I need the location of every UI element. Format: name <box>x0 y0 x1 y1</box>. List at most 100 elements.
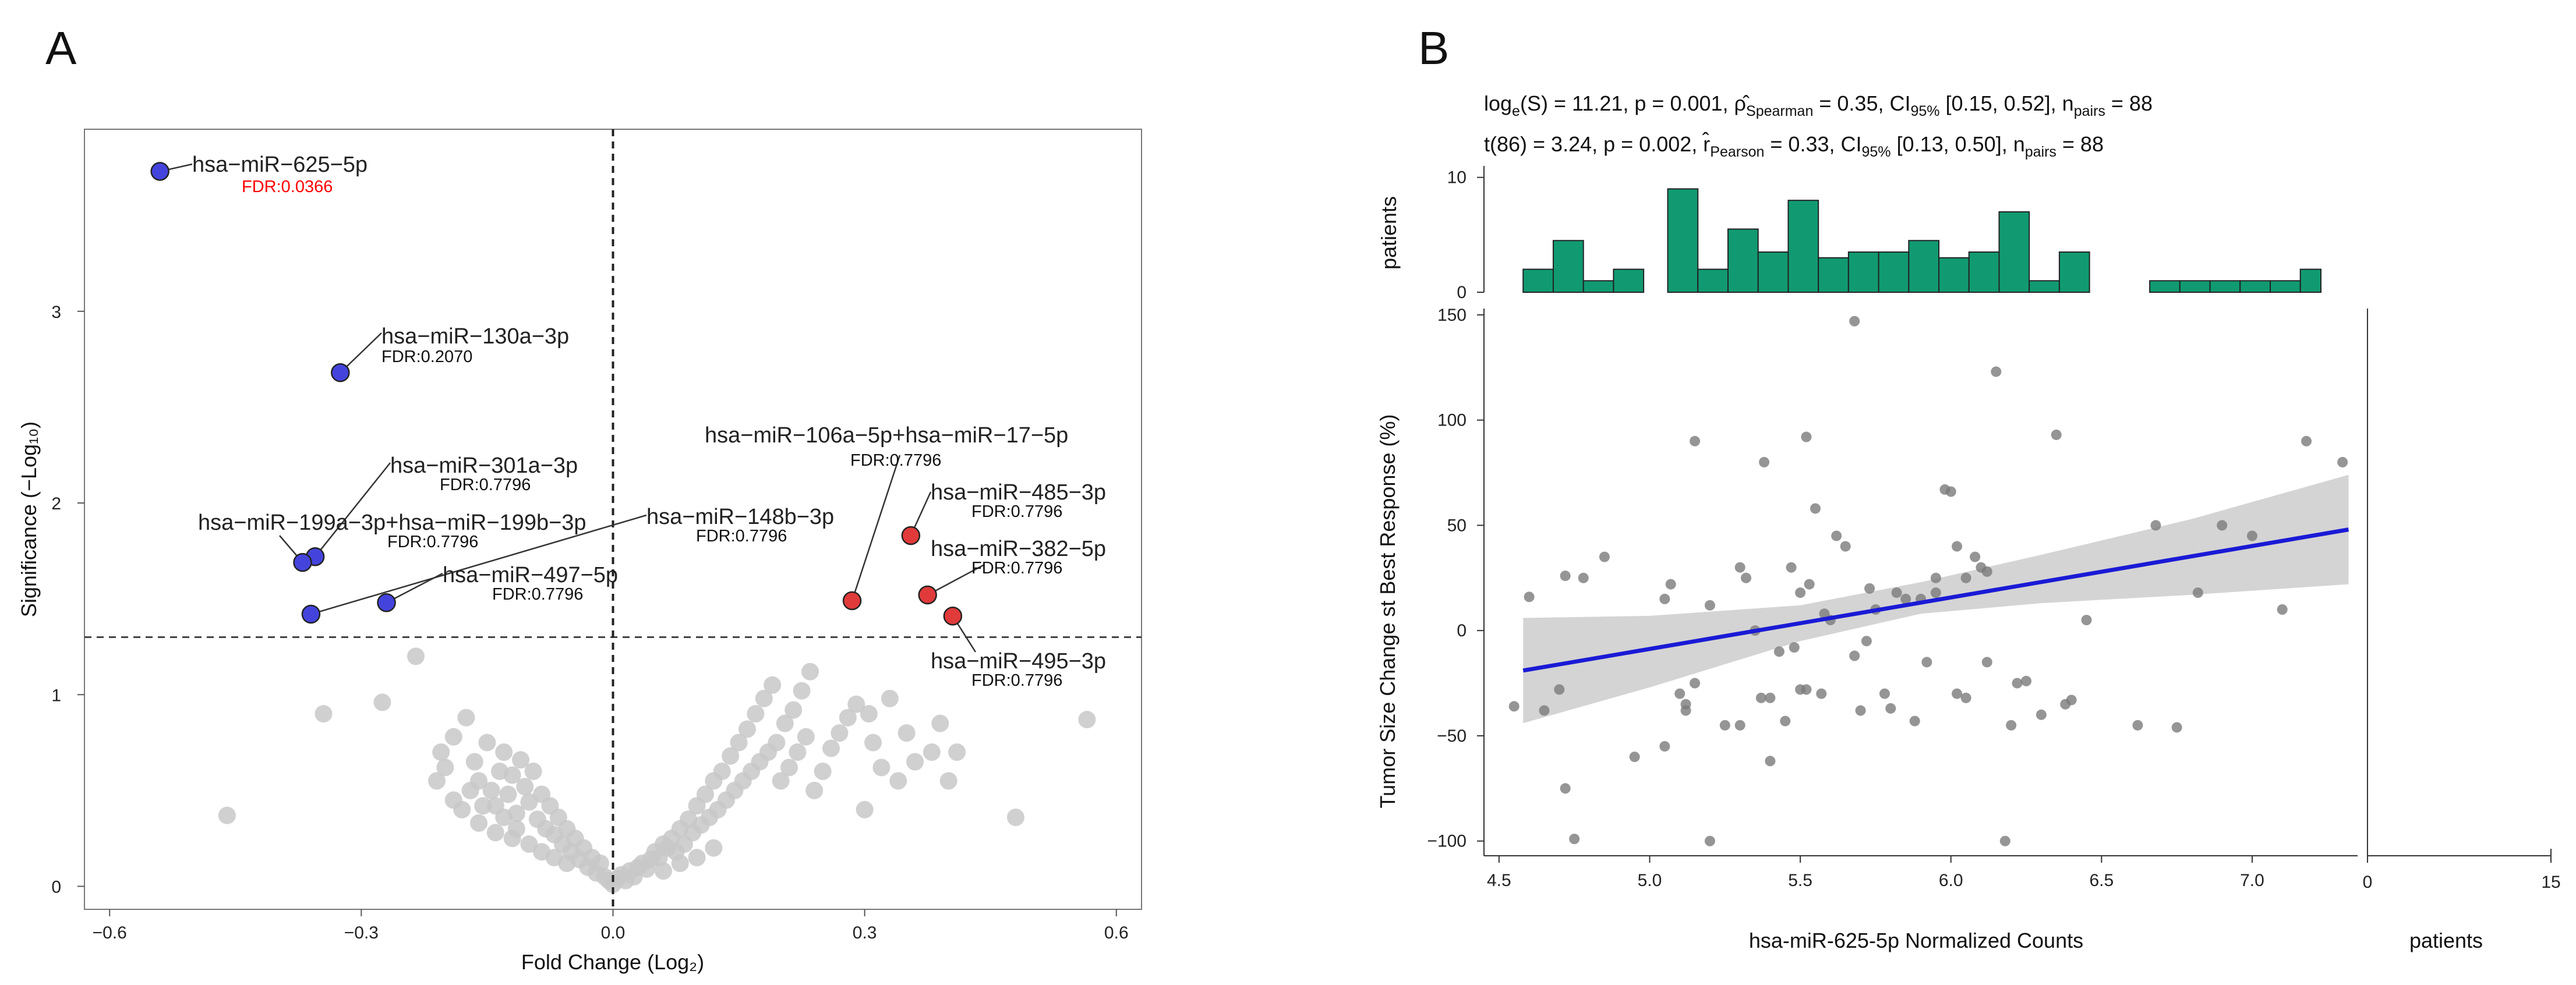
fdr-label: FDR:0.7796 <box>850 451 941 470</box>
patient-point <box>2012 678 2023 689</box>
volcano-point <box>461 781 479 799</box>
x-tick-label: 5.5 <box>1788 871 1812 890</box>
patient-point <box>1599 551 1610 562</box>
volcano-point <box>495 743 513 761</box>
top-hist-bar <box>2149 280 2181 293</box>
mirna-label: hsa−miR−148b−3p <box>646 505 834 529</box>
volcano-point <box>524 762 542 780</box>
patient-point <box>1508 701 1520 712</box>
label-leader-line <box>310 514 647 615</box>
patient-point <box>1981 657 1992 668</box>
volcano-point <box>738 720 756 738</box>
volcano-point <box>713 762 731 780</box>
top-hist-bar <box>2058 251 2090 293</box>
volcano-point <box>793 682 811 700</box>
volcano-point <box>839 708 857 727</box>
label-leader-line <box>386 572 443 604</box>
patient-point <box>1680 699 1691 710</box>
top-hist-bar <box>2029 280 2060 293</box>
correlation-scatter <box>1508 316 2349 846</box>
mirna-label: hsa−miR−382−5p <box>931 537 1106 561</box>
volcano-point <box>373 693 391 711</box>
volcano-point <box>805 781 824 799</box>
patient-point <box>1952 541 1963 552</box>
volcano-point <box>436 759 454 777</box>
patient-point <box>1659 593 1670 604</box>
patient-point <box>1885 703 1896 714</box>
patient-point <box>1789 642 1800 653</box>
volcano-point <box>931 714 949 732</box>
patient-point <box>1999 835 2010 846</box>
y-tick-label: 0 <box>1457 621 1467 640</box>
patient-point <box>2036 709 2047 720</box>
volcano-point <box>688 849 706 867</box>
patient-point <box>1960 572 1971 583</box>
patient-point <box>1819 608 1830 619</box>
top-hist-tick-label: 0 <box>1457 283 1467 302</box>
top-hist-bar <box>1582 280 1614 293</box>
patient-point <box>1909 715 1920 727</box>
volcano-point <box>797 728 815 746</box>
volcano-point <box>478 734 496 752</box>
x-tick-label: −0.6 <box>93 923 127 943</box>
volcano-point <box>444 791 462 809</box>
volcano-point <box>789 743 807 761</box>
stats-line-spearman: loge(S) = 11.21, p = 0.001, ρ̂Spearman =… <box>1484 91 2153 119</box>
top-hist-bar <box>1697 268 1729 293</box>
volcano-point <box>864 734 882 752</box>
significant-mirna-point <box>943 607 963 626</box>
volcano-point <box>776 714 794 732</box>
patient-point <box>1554 684 1565 695</box>
volcano-point <box>671 854 689 872</box>
patient-point <box>1945 486 1956 497</box>
scatter-x-label: hsa-miR-625-5p Normalized Counts <box>1749 929 2083 952</box>
volcano-point <box>482 781 500 799</box>
patient-point <box>2246 530 2257 541</box>
top-hist-bar <box>2299 268 2321 293</box>
patient-point <box>1578 572 1589 583</box>
patient-point <box>2066 695 2077 706</box>
panel-label-b: B <box>1418 22 1449 74</box>
volcano-axes: −0.6 −0.3 0.0 0.3 0.6 0 1 2 3 <box>51 303 1128 943</box>
patient-point <box>1569 834 1580 845</box>
volcano-point <box>906 753 924 771</box>
x-tick-label: −0.3 <box>344 923 379 943</box>
patient-point <box>2217 520 2228 531</box>
significant-mirna-point <box>331 363 350 382</box>
patient-point <box>1539 705 1550 716</box>
volcano-point <box>801 662 819 681</box>
mirna-label: hsa−miR−199a−3p+hsa−miR−199b−3p <box>198 511 586 535</box>
volcano-point <box>889 772 907 790</box>
patient-point <box>2081 615 2092 626</box>
stats-line-pearson: t(86) = 3.24, p = 0.002, r̂Pearson = 0.3… <box>1484 131 2104 160</box>
patient-point <box>1960 692 1971 703</box>
patient-point <box>1560 783 1571 794</box>
significant-mirna-point <box>842 591 862 611</box>
patient-point <box>2150 520 2161 531</box>
patient-point <box>1891 587 1902 598</box>
volcano-point <box>512 751 530 769</box>
mirna-label: hsa−miR−495−3p <box>931 649 1106 674</box>
significant-mirna-point <box>150 162 169 181</box>
top-hist-bar <box>1757 251 1789 293</box>
right-hist-tick-label: 0 <box>2363 873 2373 892</box>
top-hist-bar <box>1998 211 2030 293</box>
volcano-labeled-points: hsa−miR−625−5pFDR:0.0366hsa−miR−130a−3pF… <box>150 153 1106 690</box>
patient-point <box>1952 688 1963 699</box>
regression-line <box>1522 527 2349 673</box>
volcano-y-label: Significance (−Log₁₀) <box>17 421 41 617</box>
volcano-point <box>520 835 538 853</box>
x-tick-label: 7.0 <box>2240 871 2264 890</box>
volcano-point <box>856 800 874 819</box>
volcano-point <box>432 743 450 761</box>
patient-point <box>1759 456 1770 467</box>
volcano-point <box>696 785 714 803</box>
volcano-point <box>486 824 504 842</box>
volcano-point <box>503 766 521 784</box>
volcano-point <box>847 695 865 713</box>
volcano-point <box>722 747 740 765</box>
scatter-y-label: Tumor Size Change st Best Response (%) <box>1376 414 1400 809</box>
patient-point <box>1861 636 1872 647</box>
fdr-label: FDR:0.0366 <box>242 178 333 196</box>
patient-point <box>2337 456 2348 467</box>
